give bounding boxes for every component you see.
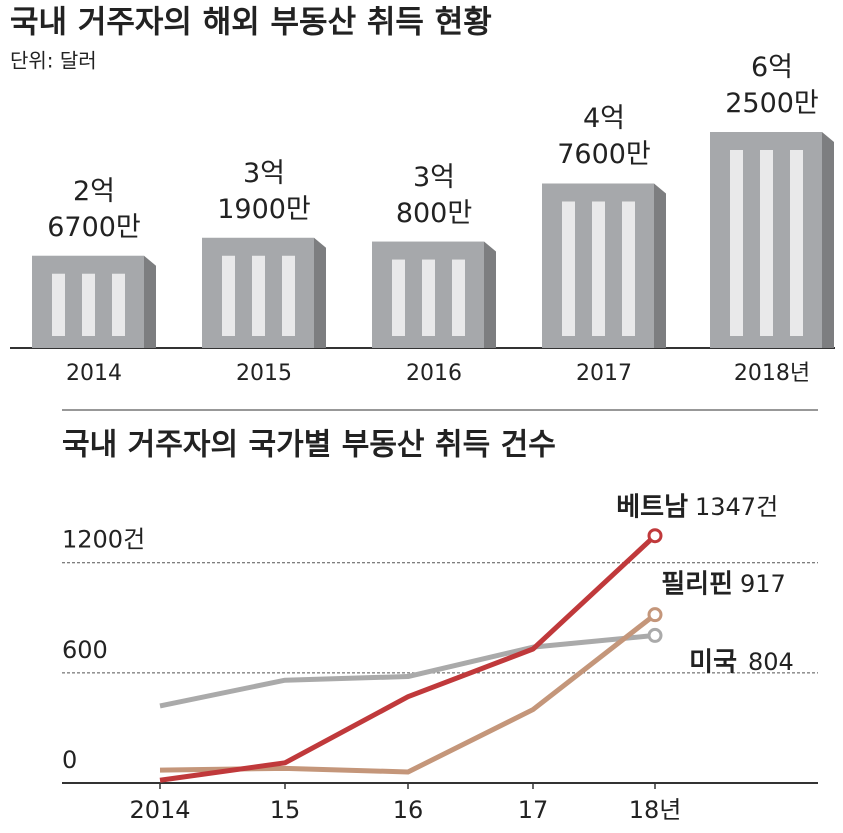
- value-label: 3억 1900만: [184, 156, 344, 228]
- bar-side: [314, 238, 326, 348]
- x-tick-label: 18년: [629, 796, 682, 824]
- bar-stripe: [562, 201, 575, 336]
- page: 국내 거주자의 해외 부동산 취득 현황 단위: 달러 국내 거주자의 국가별 …: [0, 0, 843, 833]
- legend-label: 베트남: [616, 493, 688, 523]
- bar-side: [654, 183, 666, 348]
- value-label: 917: [740, 570, 786, 598]
- bar-stripe: [592, 201, 605, 336]
- x-tick-label: 2014: [66, 361, 122, 386]
- x-tick-label: 2017: [576, 361, 632, 386]
- x-tick-label: 15: [270, 796, 301, 824]
- chart-subtitle: 단위: 달러: [10, 49, 97, 73]
- end-marker: [649, 530, 661, 542]
- bar-stripe: [452, 260, 465, 336]
- x-tick-label: 2014: [129, 796, 190, 824]
- bar-stripe: [52, 274, 65, 336]
- bar-stripe: [730, 150, 743, 336]
- bar-side: [484, 242, 496, 348]
- y-tick-label: 600: [62, 636, 108, 664]
- x-tick-label: 2015: [236, 361, 292, 386]
- y-tick-label: 0: [62, 746, 77, 774]
- end-marker: [649, 609, 661, 621]
- x-tick-label: 2016: [406, 361, 462, 386]
- chart-title: 국내 거주자의 국가별 부동산 취득 건수: [62, 428, 556, 463]
- legend-label: 미국: [689, 648, 737, 678]
- value-label: 3억 800만: [354, 160, 514, 232]
- bar-side: [822, 132, 834, 348]
- bar-stripe: [252, 256, 265, 336]
- bar-stripe: [760, 150, 773, 336]
- value-label: 2억 6700만: [14, 174, 174, 246]
- value-label: 804: [748, 648, 794, 676]
- line: [160, 536, 655, 781]
- chart-title: 국내 거주자의 해외 부동산 취득 현황: [10, 5, 492, 41]
- value-label: 1347건: [695, 493, 778, 521]
- x-tick-label: 16: [393, 796, 424, 824]
- bar-stripe: [282, 256, 295, 336]
- bar-stripe: [112, 274, 125, 336]
- bar-stripe: [82, 274, 95, 336]
- bar-stripe: [790, 150, 803, 336]
- end-marker: [649, 629, 661, 641]
- x-tick-label: 2018년: [734, 361, 810, 386]
- bar-stripe: [392, 260, 405, 336]
- bar-side: [144, 256, 156, 348]
- bar-stripe: [622, 201, 635, 336]
- bar-stripe: [222, 256, 235, 336]
- value-label: 6억 2500만: [692, 50, 843, 122]
- y-tick-label: 1200건: [62, 526, 145, 554]
- bar-stripe: [422, 260, 435, 336]
- chart: 국내 거주자의 해외 부동산 취득 현황 단위: 달러 국내 거주자의 국가별 …: [0, 0, 843, 833]
- line: [160, 615, 655, 772]
- value-label: 4억 7600만: [524, 101, 684, 173]
- legend-label: 필리핀: [661, 570, 733, 600]
- x-tick-label: 17: [518, 796, 549, 824]
